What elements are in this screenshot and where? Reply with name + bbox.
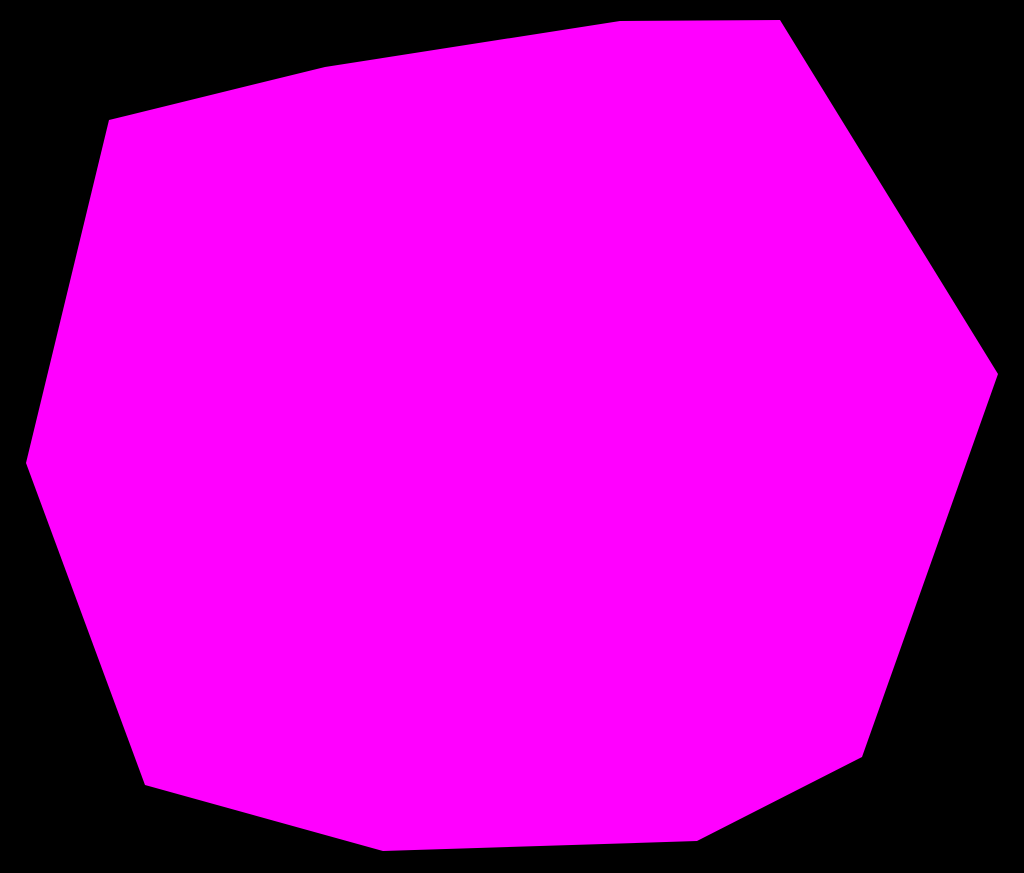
magenta-polygon: [26, 20, 998, 851]
